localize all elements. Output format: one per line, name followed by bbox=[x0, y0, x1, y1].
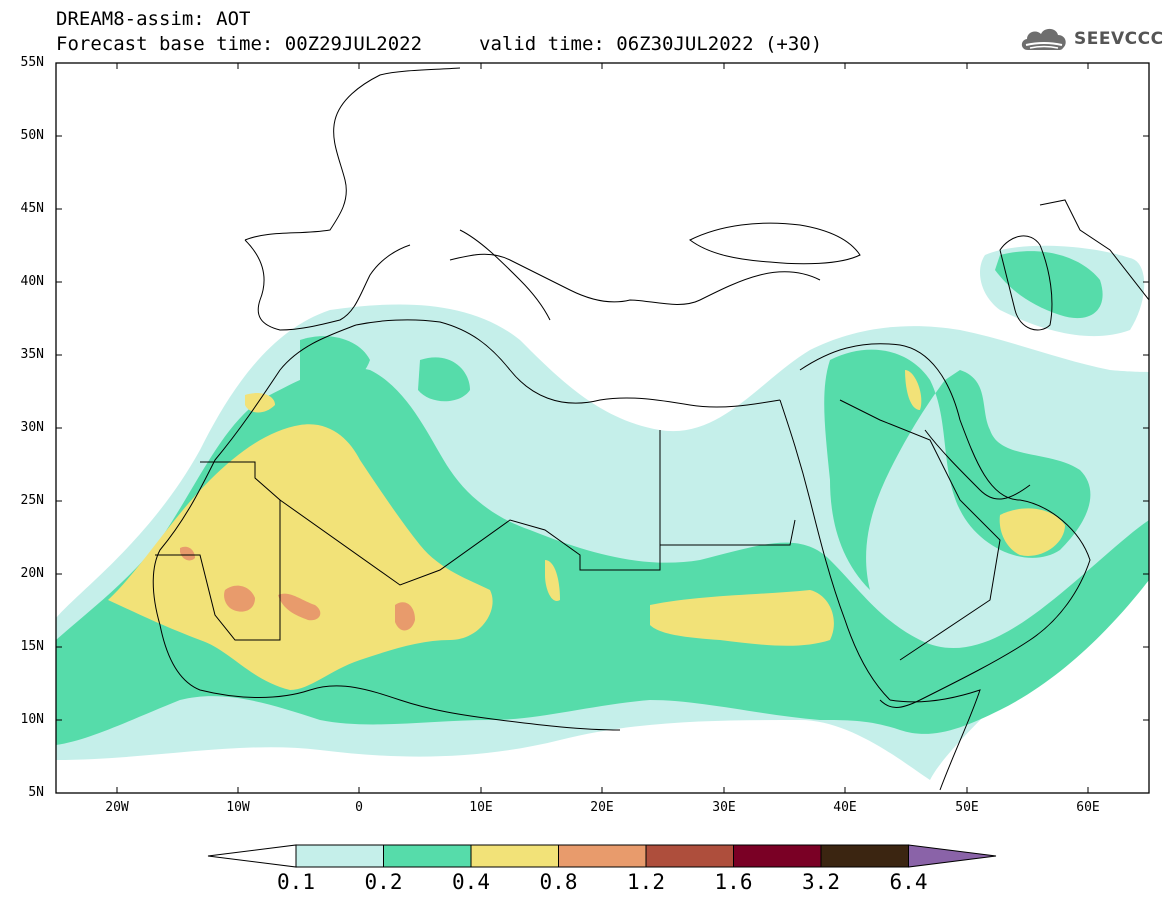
colorbar-swatch-2 bbox=[383, 844, 472, 868]
coastline-italy bbox=[459, 229, 551, 321]
aot-band-0.8-a bbox=[224, 585, 255, 612]
forecast-base-time: Forecast base time: 00Z29JUL2022 bbox=[56, 33, 423, 55]
lon-ticks bbox=[116, 63, 1089, 793]
aot-band-0.4-sudan bbox=[650, 590, 834, 646]
cloud-icon bbox=[1021, 28, 1066, 50]
border-sahara-1 bbox=[155, 461, 281, 641]
colorbar-label-0.4: 0.4 bbox=[452, 870, 490, 894]
coastlines bbox=[152, 67, 1149, 791]
coastline-arabia bbox=[799, 343, 1091, 708]
colorbar-swatch-5 bbox=[645, 844, 734, 868]
valid-time: valid time: 06Z30JUL2022 (+30) bbox=[479, 33, 823, 55]
lat-label-10n: 10N bbox=[20, 712, 44, 727]
coastline-africa-nw bbox=[152, 324, 621, 731]
aot-shading bbox=[56, 245, 1149, 780]
colorbar-swatch-6 bbox=[733, 844, 822, 868]
colorbar-label-1.2: 1.2 bbox=[627, 870, 665, 894]
border-sudan bbox=[660, 519, 796, 546]
lon-label-10e: 10E bbox=[469, 800, 493, 815]
logo-text: SEEVCCC bbox=[1074, 29, 1164, 49]
aot-band-0.4-oman bbox=[999, 508, 1065, 556]
lat-label-35n: 35N bbox=[20, 347, 44, 362]
lon-label-0: 0 bbox=[355, 800, 363, 815]
colorbar-label-1.6: 1.6 bbox=[714, 870, 753, 894]
lon-label-60e: 60E bbox=[1076, 800, 1100, 815]
lat-ticks bbox=[56, 62, 1149, 721]
lon-label-10w: 10W bbox=[226, 800, 250, 815]
colorbar-label-3.2: 3.2 bbox=[802, 870, 840, 894]
coastline-persian-gulf bbox=[924, 429, 1031, 500]
coastline-iberia bbox=[244, 239, 411, 331]
aot-band-0.4-chad bbox=[545, 560, 560, 601]
lat-label-45n: 45N bbox=[20, 201, 44, 216]
aot-band-0.2-libya bbox=[418, 357, 470, 402]
lat-label-5n: 5N bbox=[28, 785, 44, 800]
colorbar-label-0.1: 0.1 bbox=[277, 870, 315, 894]
lat-label-25n: 25N bbox=[20, 493, 44, 508]
coastline-caspian bbox=[999, 235, 1053, 331]
lon-label-50e: 50E bbox=[955, 800, 979, 815]
lon-label-20w: 20W bbox=[105, 800, 129, 815]
aot-band-0.4-iraq bbox=[905, 370, 922, 410]
colorbar-over-triangle bbox=[908, 844, 997, 868]
colorbar-under-triangle bbox=[207, 844, 297, 868]
coastline-blacksea bbox=[689, 222, 861, 265]
aot-band-0.8-c bbox=[395, 602, 415, 631]
coastline-north-africa bbox=[355, 319, 781, 408]
lat-label-40n: 40N bbox=[20, 274, 44, 289]
border-sahara-2 bbox=[279, 430, 661, 586]
lat-label-30n: 30N bbox=[20, 420, 44, 435]
colorbar-swatch-3 bbox=[470, 844, 559, 868]
lat-label-20n: 20N bbox=[20, 566, 44, 581]
aot-band-0.8-b bbox=[278, 593, 321, 621]
lat-label-55n: 55N bbox=[20, 55, 44, 70]
colorbar bbox=[207, 844, 997, 868]
colorbar-label-0.8: 0.8 bbox=[539, 870, 578, 894]
coastline-europe bbox=[244, 67, 821, 305]
colorbar-swatch-4 bbox=[558, 844, 647, 868]
seevccc-logo: SEEVCCC bbox=[1018, 24, 1164, 54]
colorbar-swatch-1 bbox=[295, 844, 384, 868]
coastline-red-sea bbox=[779, 399, 891, 701]
colorbar-swatch-7 bbox=[820, 844, 909, 868]
lon-label-40e: 40E bbox=[833, 800, 857, 815]
lat-label-50n: 50N bbox=[20, 128, 44, 143]
lon-label-30e: 30E bbox=[712, 800, 736, 815]
colorbar-label-6.4: 6.4 bbox=[889, 870, 928, 894]
coastline-horn bbox=[889, 689, 981, 791]
border-east bbox=[1039, 199, 1149, 301]
map-title: DREAM8-assim: AOT bbox=[56, 8, 251, 30]
aot-band-0.2-north bbox=[300, 336, 370, 389]
aot-band-0.8-d bbox=[180, 546, 195, 561]
lat-label-15n: 15N bbox=[20, 639, 44, 654]
border-arabia bbox=[839, 399, 1001, 661]
aot-band-0.2-caspian bbox=[995, 251, 1103, 319]
colorbar-label-0.2: 0.2 bbox=[364, 870, 403, 894]
lon-label-20e: 20E bbox=[590, 800, 614, 815]
aot-band-0.4-wsahara bbox=[245, 393, 275, 413]
